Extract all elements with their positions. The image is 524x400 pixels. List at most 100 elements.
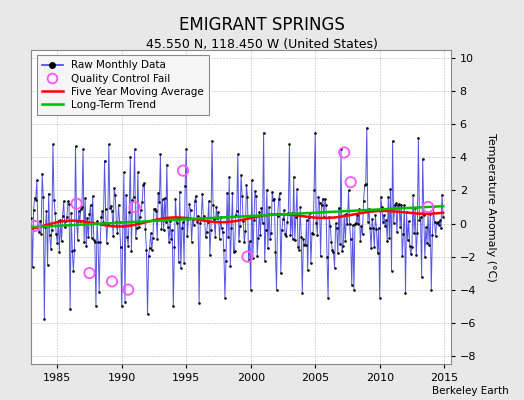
Point bbox=[130, 146, 139, 152]
Point bbox=[195, 300, 203, 306]
Point bbox=[187, 207, 195, 214]
Point bbox=[338, 248, 346, 254]
Point bbox=[361, 182, 369, 188]
Point bbox=[66, 306, 74, 313]
Point bbox=[257, 205, 266, 211]
Point bbox=[419, 156, 427, 162]
Point bbox=[402, 209, 411, 216]
Point bbox=[328, 247, 336, 254]
Point bbox=[432, 220, 441, 226]
Point bbox=[371, 212, 379, 218]
Point bbox=[127, 248, 136, 254]
Point bbox=[43, 262, 52, 268]
Point bbox=[223, 190, 231, 196]
Point bbox=[190, 222, 198, 228]
Point bbox=[62, 218, 70, 225]
Point bbox=[159, 227, 168, 234]
Point bbox=[387, 268, 396, 274]
Point bbox=[416, 217, 424, 223]
Point bbox=[213, 215, 222, 222]
Point bbox=[281, 231, 289, 238]
Point bbox=[228, 189, 237, 196]
Point bbox=[173, 215, 182, 221]
Point bbox=[49, 141, 57, 148]
Point bbox=[69, 268, 78, 274]
Point bbox=[308, 230, 316, 236]
Point bbox=[297, 234, 305, 240]
Point bbox=[358, 231, 367, 238]
Point bbox=[399, 231, 408, 238]
Point bbox=[245, 238, 254, 244]
Point bbox=[426, 211, 434, 218]
Point bbox=[134, 169, 142, 175]
Text: 45.550 N, 118.450 W (United States): 45.550 N, 118.450 W (United States) bbox=[146, 38, 378, 51]
Point bbox=[231, 248, 239, 254]
Point bbox=[386, 186, 395, 192]
Point bbox=[294, 244, 302, 250]
Point bbox=[141, 226, 149, 232]
Point bbox=[372, 226, 380, 232]
Point bbox=[90, 237, 98, 243]
Point bbox=[272, 286, 281, 293]
Point bbox=[422, 224, 430, 230]
Point bbox=[219, 229, 227, 235]
Point bbox=[420, 211, 428, 218]
Point bbox=[296, 204, 304, 210]
Point bbox=[295, 247, 303, 254]
Point bbox=[364, 219, 372, 225]
Point bbox=[161, 219, 170, 226]
Point bbox=[382, 217, 390, 223]
Point bbox=[154, 190, 162, 196]
Point bbox=[258, 220, 267, 226]
Point bbox=[264, 245, 272, 252]
Point bbox=[28, 264, 37, 270]
Point bbox=[115, 219, 124, 225]
Point bbox=[95, 289, 103, 295]
Point bbox=[347, 282, 356, 289]
Point bbox=[255, 208, 264, 215]
Point bbox=[30, 223, 39, 229]
Point bbox=[125, 209, 134, 216]
Point bbox=[398, 253, 407, 260]
Point bbox=[405, 218, 413, 224]
Point bbox=[335, 205, 343, 211]
Point bbox=[412, 252, 420, 258]
Point bbox=[435, 217, 444, 224]
Point bbox=[291, 236, 299, 243]
Point bbox=[88, 234, 96, 241]
Point bbox=[94, 239, 102, 245]
Point bbox=[194, 212, 202, 219]
Point bbox=[48, 226, 56, 233]
Point bbox=[293, 186, 301, 193]
Point bbox=[270, 195, 279, 202]
Point bbox=[299, 236, 308, 242]
Point bbox=[214, 209, 223, 215]
Point bbox=[170, 244, 179, 251]
Point bbox=[256, 232, 265, 238]
Point bbox=[155, 199, 163, 205]
Point bbox=[334, 250, 342, 256]
Point bbox=[182, 146, 190, 152]
Point bbox=[78, 204, 86, 211]
Point bbox=[152, 208, 160, 215]
Point bbox=[167, 235, 176, 242]
Point bbox=[431, 233, 440, 239]
Point bbox=[166, 218, 174, 224]
Point bbox=[352, 220, 360, 226]
Point bbox=[133, 225, 141, 232]
Point bbox=[239, 218, 247, 224]
Y-axis label: Temperature Anomaly (°C): Temperature Anomaly (°C) bbox=[486, 133, 496, 281]
Point bbox=[104, 220, 112, 227]
Point bbox=[336, 241, 344, 248]
Point bbox=[111, 192, 119, 199]
Point bbox=[65, 200, 73, 207]
Point bbox=[401, 290, 410, 296]
Text: EMIGRANT SPRINGS: EMIGRANT SPRINGS bbox=[179, 16, 345, 34]
Point bbox=[312, 220, 321, 226]
Point bbox=[38, 170, 47, 177]
Point bbox=[261, 227, 270, 233]
Point bbox=[35, 229, 43, 236]
Point bbox=[200, 213, 209, 219]
Point bbox=[279, 216, 287, 222]
Point bbox=[341, 238, 350, 244]
